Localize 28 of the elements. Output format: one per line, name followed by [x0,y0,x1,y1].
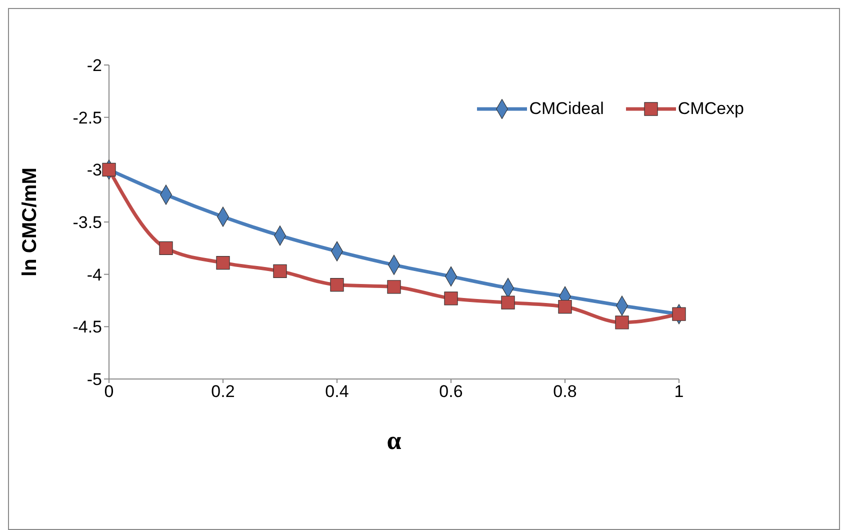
point [672,307,686,321]
point [273,264,287,278]
y-tick-label: -3 [86,160,102,180]
y-axis-title: ln CMC/mM [19,168,42,276]
y-tick-label: -2.5 [72,108,102,128]
point [501,296,515,310]
y-tick-label: -5 [86,370,102,390]
x-tick-label: 1 [674,382,684,402]
y-tick-label: -4 [86,265,102,284]
x-tick-label: 0.2 [211,382,235,402]
point [330,278,344,292]
point [216,256,230,270]
point [102,162,116,176]
y-tick-label: -3.5 [72,213,102,232]
x-tick-label: 0.8 [553,382,577,402]
x-tick-label: 0 [104,382,114,402]
y-tick-label: -4.5 [72,318,102,337]
legend-label: CMCexp [678,99,744,119]
x-tick-label: 0.4 [325,382,349,402]
x-axis-title: α [386,426,402,455]
x-tick-label: 0.6 [439,382,463,402]
point [387,280,401,294]
point [558,300,572,314]
point [444,292,458,306]
legend-label: CMCideal [529,99,604,119]
point [159,241,173,255]
point [615,316,629,330]
y-tick-label: -2 [86,56,102,76]
